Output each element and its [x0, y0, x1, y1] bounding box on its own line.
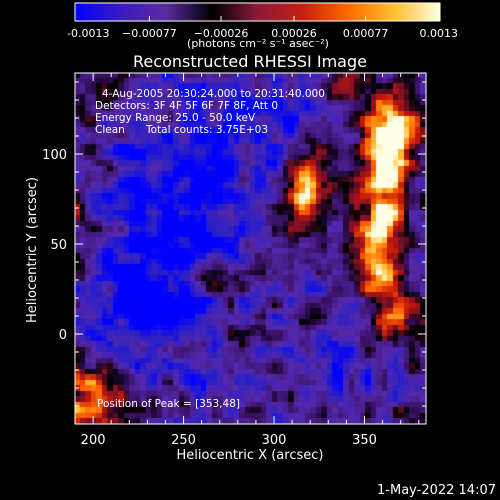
- plot-frame: [74, 72, 427, 425]
- timestamp: 1-May-2022 14:07: [377, 483, 496, 498]
- chart-title: Reconstructed RHESSI Image: [133, 52, 367, 71]
- heatmap-plot: [74, 72, 427, 425]
- y-axis-tick-label: 0: [59, 328, 67, 343]
- total-counts-annotation: Total counts: 3.75E+03: [145, 124, 268, 136]
- colorbar-tick-label: 0.00077: [343, 27, 389, 40]
- colorbar-gradient: [74, 2, 441, 22]
- x-axis-tick-label: 300: [262, 433, 287, 448]
- x-axis-tick-label: 200: [81, 433, 106, 448]
- colorbar-tick-labels: -0.0013 −0.00077 −0.00026 0.00026 0.00077 0.0…: [67, 27, 458, 40]
- colorbar-tick-label: −0.00026: [194, 27, 249, 40]
- annotations: 4-Aug-2005 20:30:24.000 to 20:31:40.000 …: [95, 88, 325, 410]
- colorbar-tick-label: 0.00026: [271, 27, 317, 40]
- peak-position-annotation: Position of Peak = [353,48]: [97, 398, 240, 410]
- x-axis-tick-label: 250: [171, 433, 196, 448]
- y-axis-tick-label: 50: [50, 238, 67, 253]
- colorbar-tick-label: −0.00077: [122, 27, 177, 40]
- colorbar-tick-label: -0.0013: [67, 27, 109, 40]
- y-axis-tick-label: 100: [42, 148, 67, 163]
- heatmap-image: [75, 73, 426, 424]
- clean-annotation: Clean: [95, 124, 125, 136]
- time-range-annotation: 4-Aug-2005 20:30:24.000 to 20:31:40.000: [102, 88, 325, 100]
- colorbar-ticks: [74, 16, 441, 21]
- y-axis-label: Heliocentric Y (arcsec): [25, 177, 40, 323]
- y-axis-ticks: [75, 81, 426, 407]
- detectors-annotation: Detectors: 3F 4F 5F 6F 7F 8F, Att 0: [95, 100, 278, 112]
- y-axis-tick-labels: 0 50 100: [42, 148, 67, 343]
- x-axis-tick-label: 350: [352, 433, 377, 448]
- colorbar-unit-label: (photons cm⁻² s⁻¹ asec⁻²): [187, 37, 329, 50]
- colorbar-tick-label: 0.0013: [420, 27, 459, 40]
- x-axis-tick-labels: 200 250 300 350: [81, 433, 377, 448]
- x-axis-ticks: [92, 73, 420, 424]
- colorbar: -0.0013 −0.00077 −0.00026 0.00026 0.00077 0.0…: [67, 2, 458, 50]
- x-axis-label: Heliocentric X (arcsec): [177, 448, 324, 463]
- energy-range-annotation: Energy Range: 25.0 - 50.0 keV: [95, 112, 256, 124]
